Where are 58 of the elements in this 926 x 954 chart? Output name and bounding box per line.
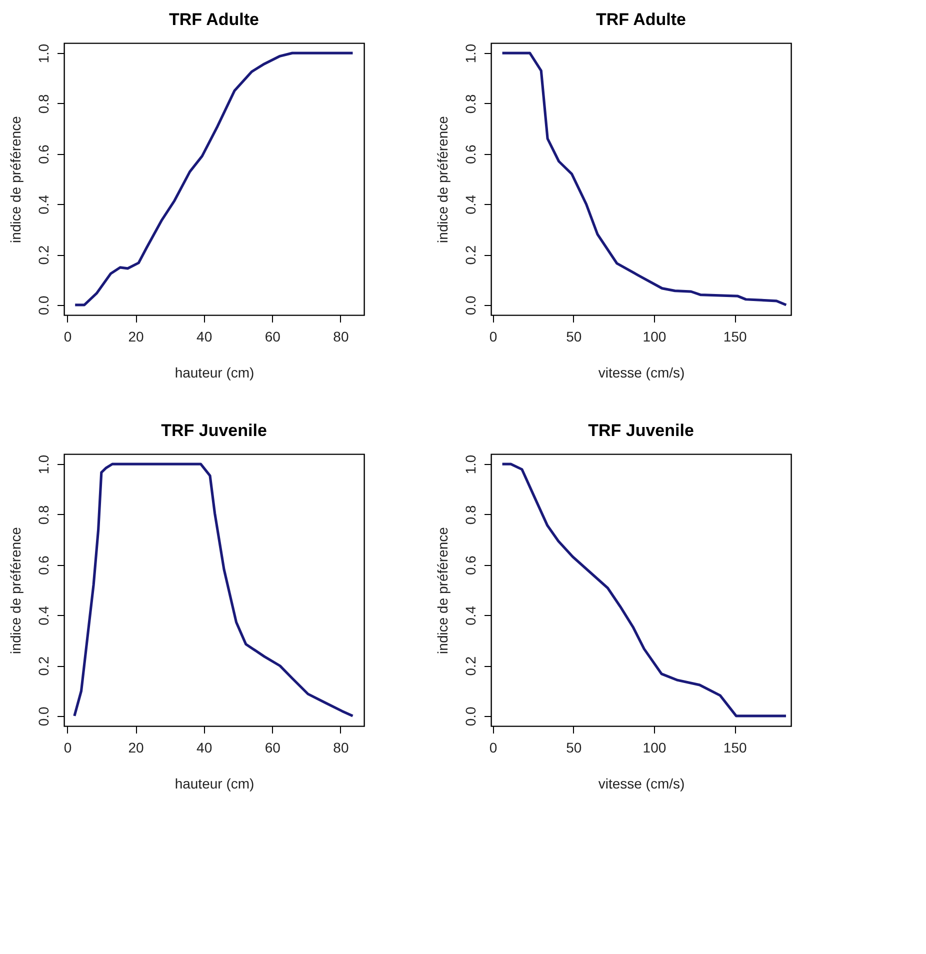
line-series [500, 462, 788, 718]
x-tick-label: 60 [264, 740, 281, 756]
x-tick-label: 20 [128, 328, 144, 344]
y-axis-title: indice de préférence [8, 526, 24, 654]
chart-title: TRF Adulte [596, 10, 686, 29]
x-tick-label: 20 [128, 740, 144, 756]
y-tick-label: 0.0 [462, 706, 478, 726]
y-tick-label: 0.2 [462, 656, 478, 676]
y-tick-label: 0.4 [462, 606, 478, 626]
x-axis-title: vitesse (cm/s) [598, 776, 685, 792]
y-tick-label: 0.2 [36, 656, 52, 676]
y-tick-label: 0.0 [36, 295, 52, 316]
y-tick-label: 0.2 [36, 245, 52, 265]
x-tick-label: 50 [566, 328, 582, 344]
y-axis-title: indice de préférence [434, 526, 450, 654]
line-series [74, 52, 354, 306]
y-axis-title: indice de préférence [8, 116, 24, 243]
x-tick-label: 150 [723, 328, 747, 344]
x-tick-label: 40 [196, 740, 212, 756]
y-tick-label: 1.0 [36, 44, 52, 64]
y-tick-label: 0.6 [36, 144, 52, 164]
y-tick-label: 1.0 [36, 454, 52, 474]
chart-title: TRF Juvenile [161, 421, 267, 440]
chart-title: TRF Adulte [168, 10, 260, 29]
line-series [500, 52, 788, 306]
x-tick-label: 40 [196, 328, 212, 344]
x-axis-title: hauteur (cm) [174, 364, 254, 380]
x-tick-label: 60 [264, 328, 281, 344]
y-tick-label: 0.8 [36, 505, 52, 525]
y-tick-label: 0.6 [36, 555, 52, 576]
x-tick-label: 50 [566, 740, 582, 756]
y-tick-label: 0.6 [462, 555, 478, 576]
x-tick-label: 0 [489, 328, 498, 344]
y-tick-label: 0.4 [462, 194, 478, 214]
x-tick-label: 100 [642, 328, 666, 344]
y-tick-label: 0.6 [462, 144, 478, 164]
x-axis-title: vitesse (cm/s) [598, 364, 685, 380]
y-tick-label: 0.2 [462, 245, 478, 265]
x-axis-title: hauteur (cm) [174, 776, 254, 792]
chart-title: TRF Juvenile [588, 421, 694, 440]
y-tick-label: 0.4 [36, 194, 52, 214]
y-tick-label: 0.4 [36, 606, 52, 626]
y-tick-label: 0.0 [36, 706, 52, 726]
y-tick-label: 0.8 [36, 94, 52, 114]
x-tick-label: 150 [723, 740, 747, 756]
x-tick-label: 0 [64, 328, 72, 344]
line-series [73, 462, 354, 718]
x-tick-label: 100 [642, 740, 666, 756]
y-tick-label: 1.0 [462, 44, 478, 64]
y-axis-title: indice de préférence [434, 116, 450, 243]
y-tick-label: 0.8 [462, 505, 478, 525]
y-tick-label: 0.0 [462, 295, 478, 316]
y-tick-label: 0.8 [462, 94, 478, 114]
x-tick-label: 0 [64, 740, 72, 756]
y-tick-label: 1.0 [462, 454, 478, 474]
x-tick-label: 0 [489, 740, 498, 756]
x-tick-label: 80 [333, 328, 349, 344]
x-tick-label: 80 [333, 740, 349, 756]
